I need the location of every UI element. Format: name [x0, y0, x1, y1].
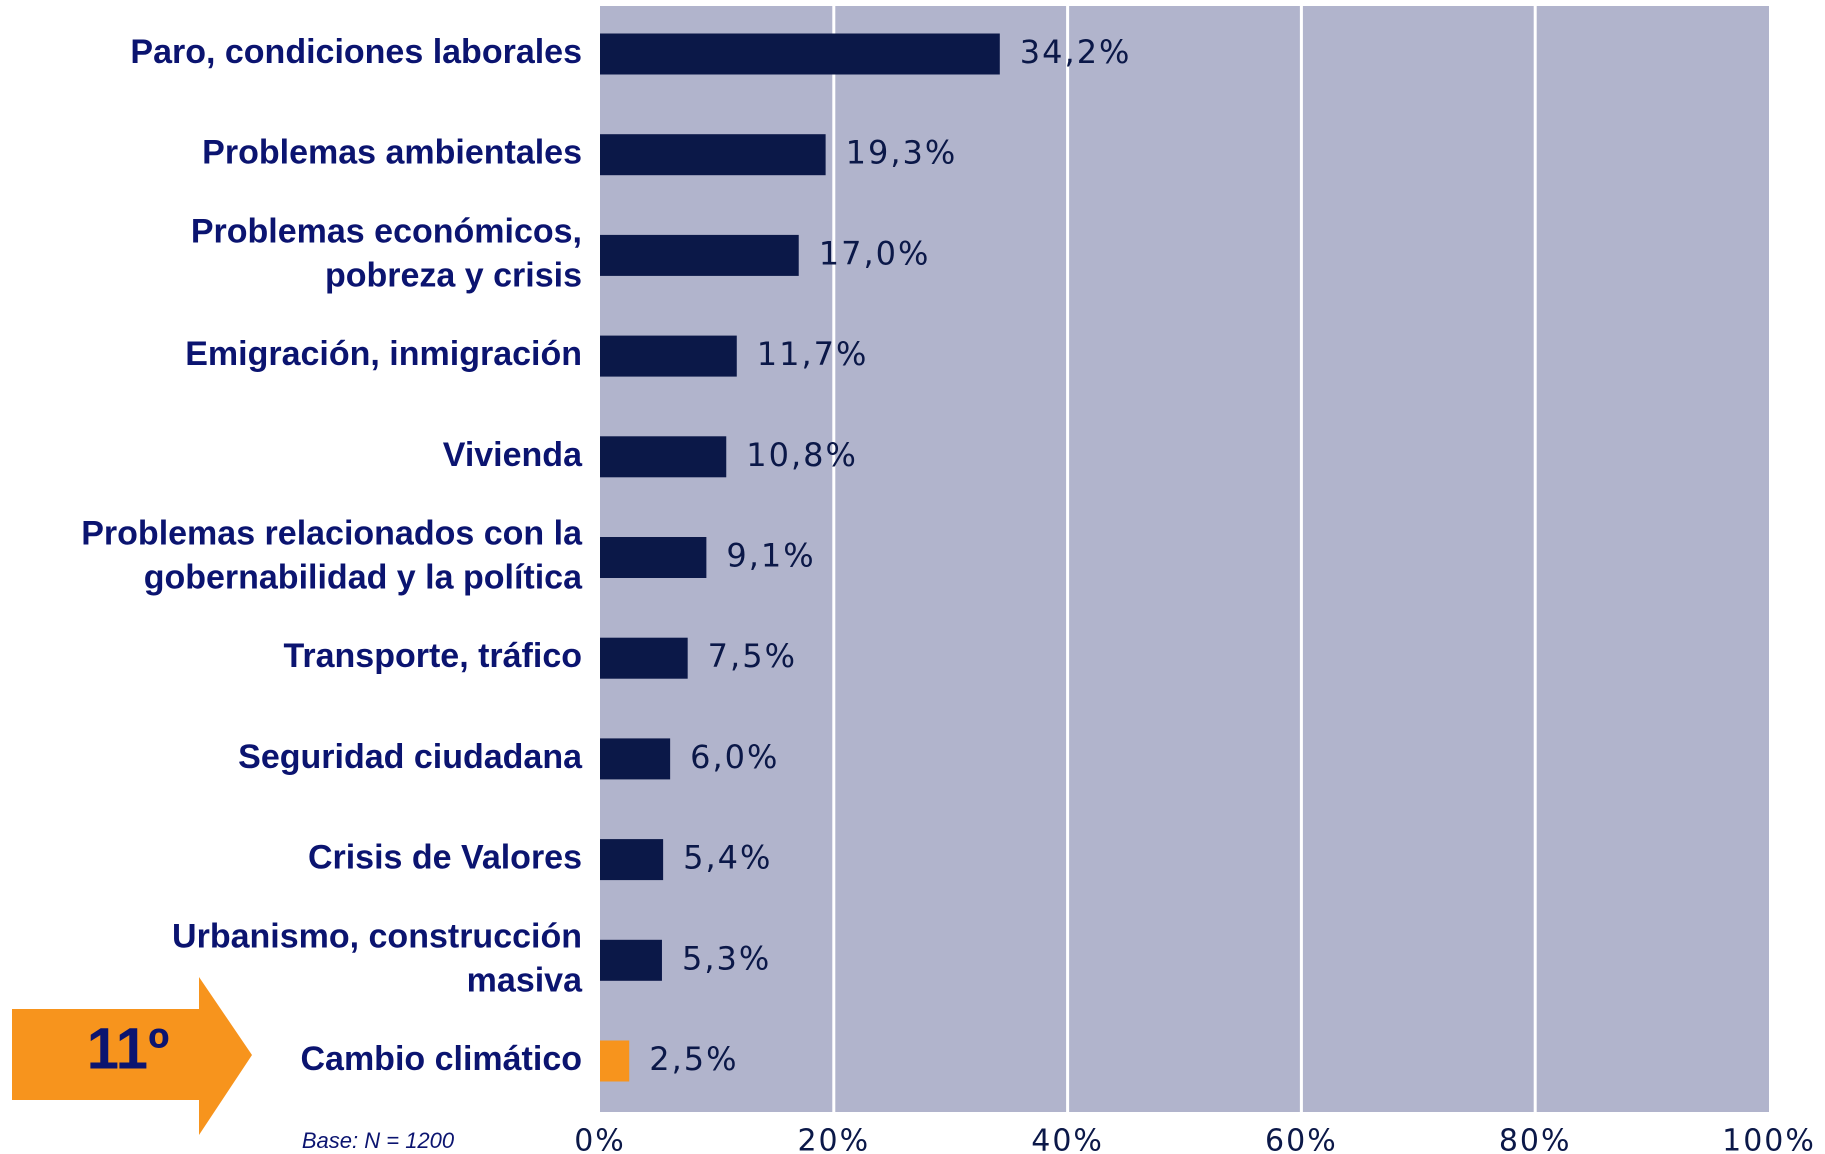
bar [600, 1040, 630, 1082]
category-label: Paro, condiciones laborales [130, 33, 582, 71]
category-label: Urbanismo, construcción masiva [172, 917, 583, 999]
bar [600, 33, 1000, 75]
category-label: Vivienda [443, 436, 583, 474]
arrow [12, 977, 252, 1135]
value-label: 5,4% [683, 839, 772, 877]
category-label: Problemas relacionados con la gobernabili… [81, 514, 583, 596]
value-label: 9,1% [726, 537, 815, 575]
plot-background [600, 6, 1769, 1112]
x-tick-label: 20% [797, 1124, 870, 1154]
bar [600, 537, 707, 578]
category-label: Crisis de Valores [308, 839, 582, 877]
bar [600, 134, 826, 176]
value-label: 10,8% [746, 436, 858, 474]
value-label: 34,2% [1020, 33, 1132, 71]
category-label: Cambio climático [300, 1040, 582, 1078]
bar [600, 939, 662, 981]
category-label: Emigración, inmigración [185, 335, 582, 373]
x-tick-label: 0% [574, 1124, 626, 1154]
value-label: 6,0% [690, 738, 779, 776]
category-label: Problemas ambientales [202, 134, 582, 172]
bar [600, 637, 688, 679]
value-label: 5,3% [682, 939, 771, 977]
category-label: Seguridad ciudadana [238, 738, 583, 776]
bar [600, 335, 737, 377]
x-tick-label: 60% [1265, 1124, 1338, 1154]
category-label: Problemas económicos, pobreza y crisis [191, 212, 582, 294]
value-label: 2,5% [649, 1040, 738, 1078]
value-label: 19,3% [846, 134, 958, 172]
value-label: 11,7% [757, 335, 869, 373]
category-label: Transporte, tráfico [283, 637, 582, 675]
bar [600, 234, 799, 276]
bar [600, 839, 664, 881]
value-label: 7,5% [708, 637, 797, 675]
bar [600, 738, 671, 780]
value-label: 17,0% [819, 234, 931, 272]
bar [600, 436, 727, 478]
x-tick-label: 80% [1499, 1124, 1572, 1154]
rank-label: 11º [87, 1016, 170, 1081]
base-note: Base: N = 1200 [302, 1128, 455, 1153]
x-tick-label: 40% [1031, 1124, 1104, 1154]
x-tick-label: 100% [1722, 1124, 1816, 1154]
